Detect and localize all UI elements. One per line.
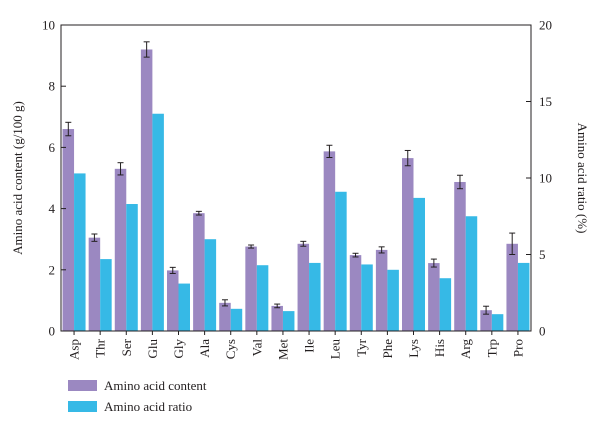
right-tick-label-5: 5 <box>539 247 546 262</box>
bar-ratio-gly <box>178 283 190 331</box>
bar-ratio-cys <box>230 308 243 331</box>
bar-content-val <box>245 246 257 331</box>
category-label-val: Val <box>249 339 264 357</box>
right-tick-label-10: 10 <box>539 171 552 186</box>
bar-ratio-lys <box>413 197 425 331</box>
category-label-his: His <box>432 339 447 357</box>
bar-content-phe <box>375 249 388 331</box>
bar-ratio-met <box>282 311 295 331</box>
bar-ratio-glu <box>152 113 164 332</box>
bar-content-met <box>271 305 283 331</box>
legend-swatch-ratio <box>68 401 97 412</box>
category-label-met: Met <box>275 339 290 360</box>
bar-content-his <box>428 263 440 331</box>
legend-label-content: Amino acid content <box>104 378 207 393</box>
bar-ratio-his <box>439 278 452 331</box>
bar-ratio-ala <box>204 239 217 331</box>
left-tick-label-10: 10 <box>42 18 55 33</box>
category-label-trp: Trp <box>484 339 499 357</box>
category-label-thr: Thr <box>93 338 108 357</box>
bar-ratio-pro <box>517 262 530 331</box>
bar-ratio-ile <box>309 262 321 331</box>
left-tick-label-6: 6 <box>49 140 56 155</box>
bar-content-gly <box>167 270 179 331</box>
bar-ratio-trp <box>491 314 504 331</box>
bar-ratio-phe <box>387 269 399 331</box>
category-label-leu: Leu <box>328 339 343 360</box>
category-label-ser: Ser <box>119 338 134 356</box>
left-tick-label-8: 8 <box>49 79 56 94</box>
y-axis-right-title: Amino acid ratio (%) <box>575 123 590 234</box>
category-label-tyr: Tyr <box>354 338 369 357</box>
bar-ratio-tyr <box>361 264 373 331</box>
bar-content-pro <box>506 243 518 331</box>
left-axis-ticks: 0 2 4 6 8 10 <box>42 18 66 339</box>
bar-content-arg <box>454 181 466 331</box>
category-label-lys: Lys <box>406 339 421 358</box>
bar-ratio-arg <box>465 216 478 331</box>
left-tick-label-2: 2 <box>49 262 56 277</box>
bar-content-ile <box>297 243 310 331</box>
bar-content-cys <box>219 302 231 331</box>
legend-swatch-content <box>68 380 97 391</box>
right-tick-label-20: 20 <box>539 18 552 33</box>
bar-ratio-ser <box>126 204 138 331</box>
category-label-glu: Glu <box>145 339 160 359</box>
category-label-arg: Arg <box>458 339 473 359</box>
legend-label-ratio: Amino acid ratio <box>104 399 192 414</box>
bar-content-ala <box>193 213 205 331</box>
bar-ratio-thr <box>100 259 112 331</box>
left-tick-label-4: 4 <box>49 201 56 216</box>
category-label-cys: Cys <box>223 339 238 359</box>
error-bar-layer <box>65 41 516 315</box>
bar-layer <box>62 49 530 332</box>
bar-content-glu <box>140 49 153 331</box>
bar-ratio-val <box>256 265 269 331</box>
right-tick-label-15: 15 <box>539 94 552 109</box>
bar-content-lys <box>402 158 414 331</box>
left-tick-label-0: 0 <box>49 324 56 339</box>
category-label-pro: Pro <box>510 339 525 357</box>
bar-content-tyr <box>349 255 362 331</box>
right-tick-label-0: 0 <box>539 324 546 339</box>
bar-ratio-asp <box>74 173 86 331</box>
category-axis-labels: Asp Thr Ser Glu Gly Ala Cys Val Met Ile Leu Tyr Phe L… <box>67 331 525 360</box>
right-axis-ticks: 0 5 10 15 20 <box>526 18 552 339</box>
bar-ratio-leu <box>335 191 347 331</box>
y-axis-left-title: Amino acid content (g/100 g) <box>10 101 25 255</box>
bar-content-asp <box>62 129 75 331</box>
category-label-asp: Asp <box>67 339 82 360</box>
category-label-phe: Phe <box>380 339 395 359</box>
bar-content-thr <box>88 237 101 331</box>
category-label-ala: Ala <box>197 339 212 358</box>
legend: Amino acid content Amino acid ratio <box>68 378 207 414</box>
bar-content-trp <box>480 310 492 331</box>
bar-content-leu <box>323 151 336 331</box>
category-label-gly: Gly <box>171 339 186 359</box>
category-label-ile: Ile <box>302 339 317 353</box>
bar-content-ser <box>114 168 127 331</box>
